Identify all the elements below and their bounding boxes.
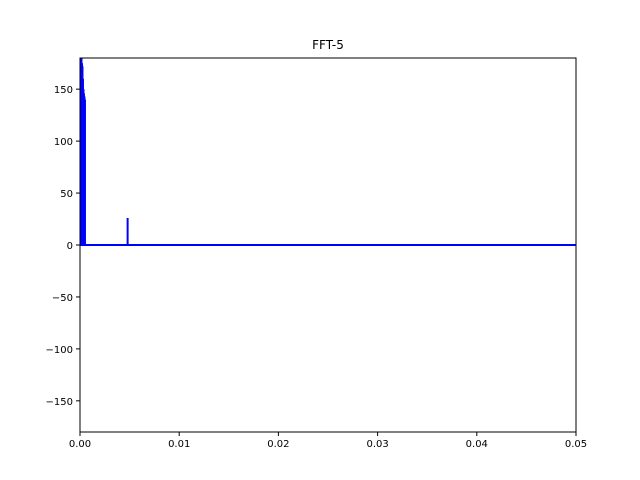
x-tick-label: 0.00 bbox=[69, 439, 91, 450]
y-tick-label: 0 bbox=[67, 241, 73, 252]
y-tick-label: −100 bbox=[46, 345, 73, 356]
y-tick-label: 150 bbox=[54, 85, 73, 96]
x-tick-label: 0.03 bbox=[366, 439, 388, 450]
x-axis: 0.00 0.01 0.02 0.03 0.04 0.05 bbox=[69, 432, 587, 450]
y-tick-label: 100 bbox=[54, 137, 73, 148]
x-tick-label: 0.01 bbox=[168, 439, 190, 450]
y-tick-label: −150 bbox=[46, 397, 73, 408]
series-0 bbox=[80, 58, 576, 246]
y-tick-label: 50 bbox=[60, 189, 73, 200]
plot-content bbox=[80, 58, 576, 246]
x-tick-label: 0.05 bbox=[565, 439, 587, 450]
chart-title: FFT-5 bbox=[312, 38, 344, 52]
x-tick-label: 0.04 bbox=[466, 439, 488, 450]
x-tick-label: 0.02 bbox=[267, 439, 289, 450]
y-axis: −150 −100 −50 0 50 100 150 bbox=[46, 85, 80, 408]
y-tick-label: −50 bbox=[52, 293, 73, 304]
